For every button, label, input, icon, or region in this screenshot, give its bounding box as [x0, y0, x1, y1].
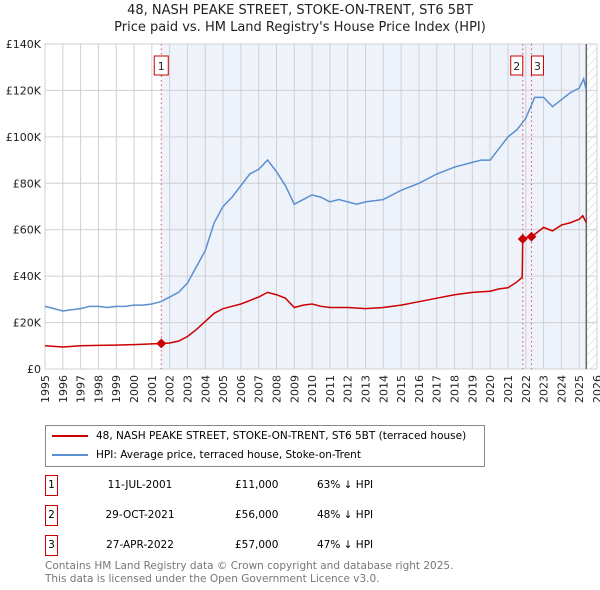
x-tick-label: 2019 [466, 375, 479, 403]
x-tick-label: 2012 [342, 375, 355, 403]
x-tick-label: 2011 [324, 375, 337, 403]
x-tick-label: 1998 [92, 375, 105, 403]
x-tick-label: 2025 [573, 375, 586, 403]
transaction-price: £57,000 [235, 539, 279, 551]
transaction-price: £56,000 [235, 509, 279, 521]
x-tick-label: 2016 [413, 375, 426, 403]
shaded-region [161, 44, 587, 369]
y-tick-label: £0 [27, 363, 41, 376]
marker-badge: 2 [45, 505, 58, 526]
transaction-date: 27-APR-2022 [106, 539, 174, 551]
y-tick-label: £40K [13, 270, 42, 283]
chart-title: 48, NASH PEAKE STREET, STOKE-ON-TRENT, S… [127, 3, 473, 18]
marker-badge: 3 [45, 535, 58, 556]
footer: Contains HM Land Registry data © Crown c… [45, 560, 453, 586]
legend: 48, NASH PEAKE STREET, STOKE-ON-TRENT, S… [45, 425, 485, 467]
plot-area: 1995 1996 1997 1998 1999 2000 2001 2002 2003 2004… [6, 38, 600, 403]
y-tick-label: £100K [6, 131, 42, 144]
chart-subtitle: Price paid vs. HM Land Registry's House … [114, 20, 486, 35]
x-tick-label: 2013 [360, 375, 373, 403]
transaction-row: 2 29-OCT-2021 £56,000 48% ↓ HPI [45, 505, 445, 526]
x-tick-label: 2006 [235, 375, 248, 403]
x-tick-label: 2024 [555, 375, 568, 403]
legend-swatch-hpi [52, 454, 88, 456]
legend-swatch-property [52, 435, 88, 437]
transaction-hpi: 63% ↓ HPI [317, 479, 374, 491]
footer-line-1: Contains HM Land Registry data © Crown c… [45, 560, 454, 572]
transaction-badge-label: 2 [513, 60, 520, 73]
hpi-line [44, 76, 588, 312]
x-tick-label: 1995 [39, 375, 52, 403]
transaction-marker [517, 234, 528, 244]
transaction-badge [530, 55, 544, 76]
y-tick-label: £80K [13, 177, 42, 190]
x-tick-label: 2015 [395, 375, 408, 403]
legend-label-property: 48, NASH PEAKE STREET, STOKE-ON-TRENT, S… [96, 430, 467, 442]
y-tick-label: £140K [6, 38, 42, 51]
x-tick-label: 1999 [110, 375, 123, 403]
x-tick-label: 2005 [217, 375, 230, 403]
x-tick-label: 2003 [181, 375, 194, 403]
x-tick-label: 1997 [75, 375, 88, 403]
transaction-row: 3 27-APR-2022 £57,000 47% ↓ HPI [45, 535, 445, 556]
transaction-row: 1 11-JUL-2001 £11,000 63% ↓ HPI [45, 475, 445, 496]
forecast-hatch [586, 44, 597, 369]
y-tick-label: £60K [13, 224, 42, 237]
transaction-badge [510, 55, 524, 76]
x-tick-label: 2014 [377, 375, 390, 403]
transaction-marker [526, 231, 537, 242]
x-tick-label: 2022 [520, 375, 533, 403]
x-tick-label: 2000 [128, 375, 141, 403]
x-tick-label: 2007 [253, 375, 266, 403]
x-tick-label: 2017 [431, 375, 444, 403]
x-tick-label: 2026 [591, 375, 600, 403]
transaction-badge-label: 3 [534, 60, 541, 73]
transaction-marker [156, 338, 167, 349]
x-tick-label: 2002 [164, 375, 177, 403]
x-tick-label: 2004 [199, 375, 212, 403]
footer-line-2: This data is licensed under the Open Gov… [45, 573, 380, 585]
transaction-badge-label: 1 [158, 60, 165, 73]
transaction-date: 11-JUL-2001 [107, 479, 173, 491]
y-tick-label: £20K [13, 317, 42, 330]
x-tick-label: 2009 [288, 375, 301, 403]
x-tick-label: 1996 [57, 375, 70, 403]
x-tick-label: 2010 [306, 375, 319, 403]
x-tick-label: 2021 [502, 375, 515, 403]
transaction-badge [153, 55, 169, 76]
legend-label-hpi: HPI: Average price, terraced house, Stok… [96, 449, 361, 461]
transaction-price: £11,000 [235, 479, 279, 491]
transaction-hpi: 48% ↓ HPI [317, 509, 374, 521]
x-tick-label: 2018 [449, 375, 462, 403]
y-tick-label: £120K [6, 84, 42, 97]
x-tick-label: 2023 [538, 375, 551, 403]
x-tick-label: 2020 [484, 375, 497, 403]
x-tick-label: 2008 [270, 375, 283, 403]
x-tick-label: 2001 [146, 375, 159, 403]
transaction-date: 29-OCT-2021 [105, 509, 175, 521]
marker-badge: 1 [45, 475, 58, 496]
transaction-hpi: 47% ↓ HPI [317, 539, 374, 551]
